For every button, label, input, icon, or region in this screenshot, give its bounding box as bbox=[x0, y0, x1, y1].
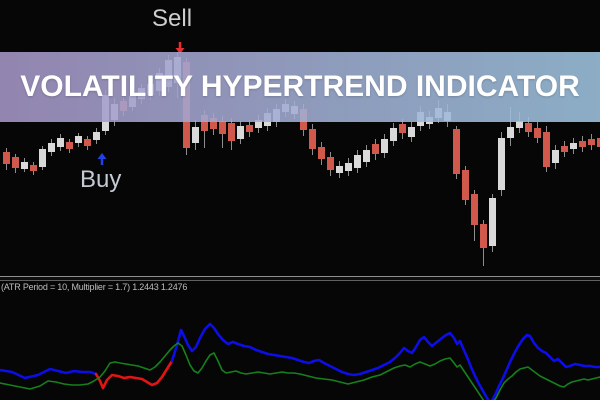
banner-title: VOLATILITY HYPERTREND INDICATOR bbox=[20, 70, 580, 103]
sell-annotation-label: Sell bbox=[152, 5, 193, 32]
panel-divider[interactable] bbox=[0, 276, 600, 281]
title-banner: VOLATILITY HYPERTREND INDICATOR bbox=[0, 52, 600, 122]
indicator-settings-label: (ATR Period = 10, Multiplier = 1.7) 1.24… bbox=[1, 282, 188, 292]
buy-annotation-label: Buy bbox=[80, 166, 122, 193]
